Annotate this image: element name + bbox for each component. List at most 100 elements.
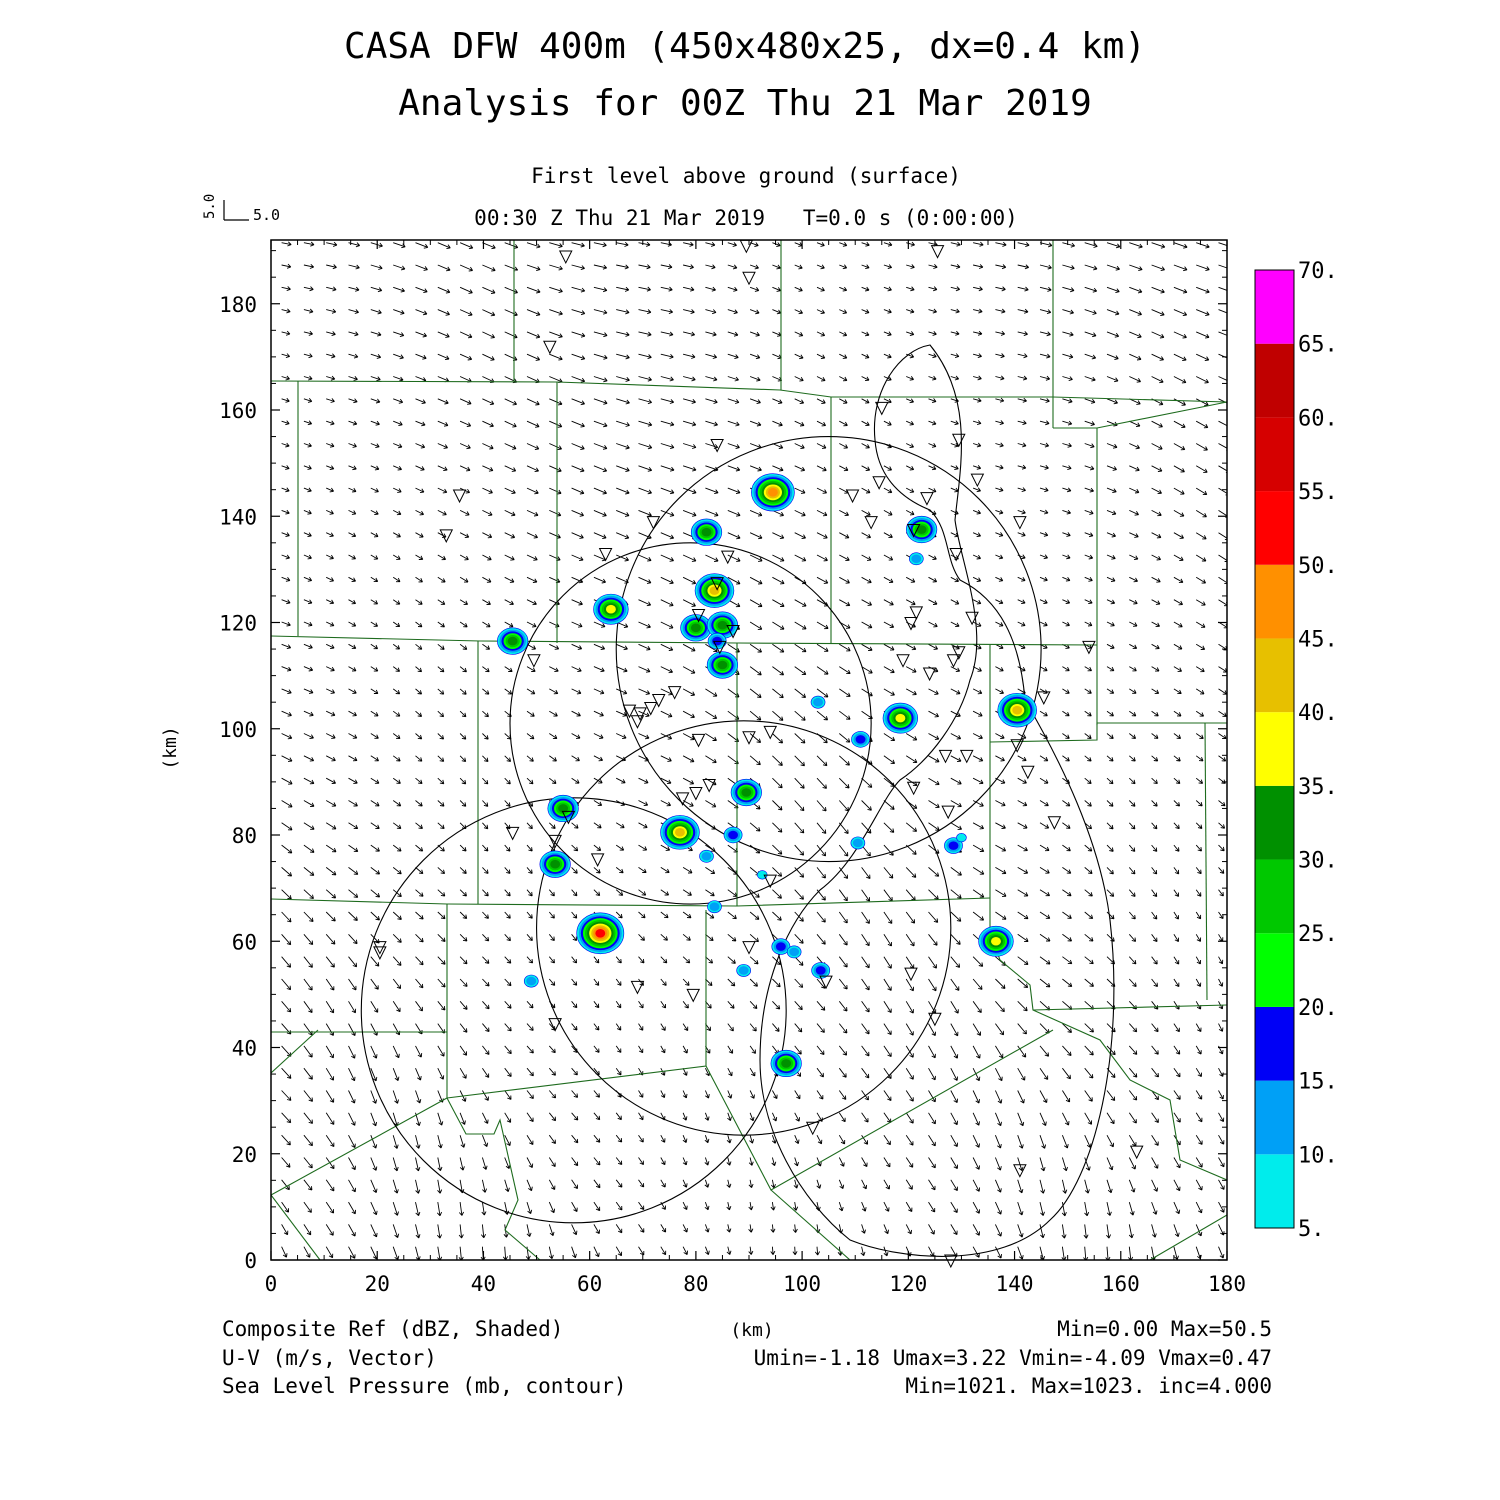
colorbar-label: 55. [1298,480,1338,505]
reflectivity-cell [882,702,919,734]
reflectivity-cell [576,912,625,955]
reflectivity-cell [906,515,938,544]
x-tick-label: 60 [577,1272,602,1296]
reflectivity-cell [706,651,739,679]
radar-site-marker [646,516,661,530]
y-tick-label: 40 [232,1037,257,1061]
radar-site-marker [951,433,966,448]
y-tick-label: 120 [219,612,257,636]
reflectivity-cell [690,518,723,546]
radar-site-marker [896,654,910,668]
colorbar-label: 70. [1298,259,1338,284]
radar-site-marker [505,826,520,841]
radar-site-marker [643,702,658,716]
radar-site-marker [949,547,963,562]
colorbar-label: 10. [1298,1143,1338,1168]
range-circle [360,797,787,1224]
radar-site-marker [904,967,918,982]
radar-site-marker [920,492,934,506]
radar-site-marker [909,606,924,620]
radar-site-marker [686,988,701,1003]
radar-site-marker [452,489,467,504]
footer-field3-stats: Min=1021. Max=1023. inc=4.000 [905,1374,1272,1398]
colorbar-swatch [1255,270,1294,344]
radar-site-marker [845,489,860,504]
radar-site-marker [1013,516,1027,530]
radar-site-marker [633,707,647,721]
colorbar-swatch [1255,491,1294,565]
radar-site-marker [946,654,961,668]
x-tick-label: 40 [471,1272,496,1296]
radar-sites [373,239,1144,1269]
y-tick-label: 160 [219,399,257,423]
radar-site-marker [675,792,690,806]
range-circle [615,436,1042,863]
radar-site-marker [710,439,724,453]
radar-site-marker [906,781,921,796]
footer-field2-stats: Umin=-1.18 Umax=3.22 Vmin=-4.09 Vmax=0.4… [754,1346,1272,1370]
radar-site-marker [1010,739,1025,753]
radar-site-marker [720,550,735,565]
reflectivity-cell [680,614,712,642]
level-subtitle: First level above ground (surface) [531,164,961,188]
colorbar-label: 5. [1298,1217,1325,1242]
colorbar-label: 15. [1298,1070,1338,1095]
county-boundaries [271,240,1227,1260]
colorbar-label: 60. [1298,406,1338,431]
reflectivity-cell [851,731,870,748]
footer-field2-label: U-V (m/s, Vector) [222,1346,437,1370]
reflectivity-cell [730,778,762,807]
reflectivity-cell [699,849,714,863]
radar-site-marker [691,609,706,623]
x-axis-label: (km) [730,1320,773,1341]
radar-site-marker [651,694,666,708]
reflectivity-cell [997,692,1037,728]
reflectivity-cell [523,974,539,988]
vector-ref-v-label: 5.0 [202,194,218,219]
colorbar-swatch [1255,933,1294,1007]
radar-site-marker [689,787,703,801]
radar-site-marker [1047,816,1062,830]
reflectivity-cell [810,695,826,709]
radar-site-marker [667,686,682,700]
reflectivity-cell [786,945,802,959]
y-tick-label: 20 [232,1143,257,1167]
radar-site-marker [1082,640,1096,655]
footer-field1-stats: Min=0.00 Max=50.5 [1057,1317,1272,1341]
radar-site-marker [622,704,637,719]
radar-site-marker [874,401,889,416]
radar-site-marker [819,975,833,990]
colorbar-swatch [1255,712,1294,786]
radar-site-marker [938,749,953,764]
radar-site-marker [1013,1164,1027,1178]
range-circle [536,720,952,1136]
colorbar-swatch [1255,1080,1294,1155]
wind-vector-field [281,241,1227,1260]
reflectivity-cell [850,836,866,850]
radar-site-marker [930,245,945,259]
plot-title-line2: Analysis for 00Z Thu 21 Mar 2019 [398,83,1092,124]
radar-site-marker [598,547,613,562]
pressure-contours [759,344,1115,1257]
radar-site-marker [763,874,778,889]
radar-site-marker [805,1121,820,1136]
radar-site-marker [959,749,974,764]
radar-site-marker [922,667,937,682]
reflectivity-cell [539,850,571,878]
radar-site-marker [439,529,454,543]
radar-site-marker [906,524,921,538]
colorbar: 5. 10. 15. 20. 25. 30. 35. 40. 45. 50. 55. 60. 65. 70… [1254,259,1338,1242]
radar-site-marker [710,577,724,591]
reflectivity-cell [694,573,735,608]
reflectivity-cell [706,611,739,639]
radar-site-marker [726,624,740,639]
vector-ref-u-label: 5.0 [253,206,280,224]
radar-site-marker [742,941,756,955]
colorbar-swatch [1255,638,1294,713]
x-tick-label: 20 [365,1272,390,1296]
colorbar-swatch [1255,417,1294,492]
radar-site-marker [739,239,754,254]
y-tick-label: 100 [219,718,257,742]
radar-site-marker [970,473,985,488]
